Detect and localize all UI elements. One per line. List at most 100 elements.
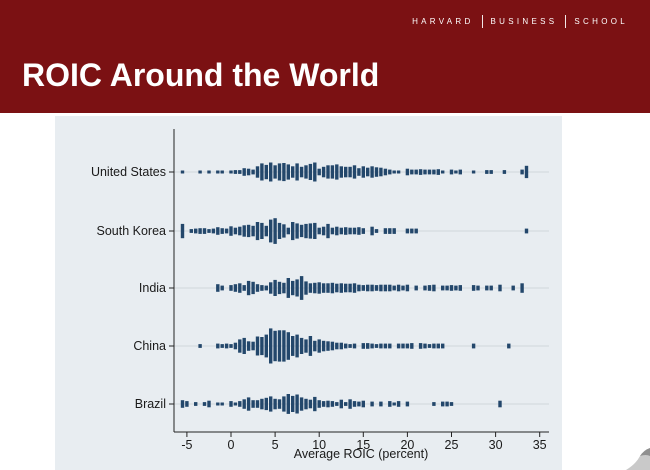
histogram-bar: [423, 285, 427, 291]
histogram-bar: [220, 402, 224, 406]
histogram-bar: [273, 165, 277, 179]
histogram-bar: [233, 284, 238, 292]
histogram-bar: [269, 396, 273, 412]
histogram-bar: [344, 166, 348, 178]
histogram-bar: [370, 284, 374, 292]
histogram-bar: [383, 284, 388, 292]
histogram-bar: [299, 224, 304, 238]
histogram-bar: [229, 226, 233, 236]
histogram-bar: [220, 228, 224, 234]
histogram-bar: [489, 285, 493, 291]
histogram-bar: [520, 169, 524, 175]
histogram-bar: [321, 283, 326, 293]
histogram-bar: [326, 400, 330, 408]
histogram-bar: [396, 170, 401, 174]
histogram-bar: [418, 169, 423, 175]
histogram-bar: [260, 285, 264, 291]
x-ticks: -5 0 5 10 15 20 25 30 35: [169, 171, 547, 452]
histogram-bar: [291, 395, 295, 412]
x-tick-label: 5: [272, 438, 279, 452]
histogram-bar: [269, 219, 273, 243]
histogram-bar: [392, 228, 396, 234]
histogram-bar: [207, 229, 211, 233]
histogram-bar: [405, 168, 410, 176]
histogram-bar: [273, 218, 277, 244]
histogram-bar: [317, 227, 321, 235]
histogram-bar: [313, 282, 317, 294]
histogram-bar: [524, 228, 529, 234]
histogram-bar: [291, 222, 295, 241]
histogram-bar: [388, 169, 392, 175]
histogram-bar: [238, 226, 242, 236]
histogram-bar: [352, 401, 357, 407]
histogram-bar: [180, 400, 185, 408]
histogram-bar: [229, 344, 233, 348]
page-curl-icon: [626, 448, 650, 470]
brand-word-2: BUSINESS: [490, 17, 558, 26]
histogram-bar: [489, 170, 493, 174]
histogram-bar: [269, 328, 273, 364]
histogram-bar: [286, 394, 290, 414]
histogram-bar: [255, 400, 260, 408]
histogram-bar: [242, 399, 246, 409]
histogram-bar: [238, 401, 242, 407]
histogram-bar: [277, 330, 282, 362]
histogram-bar: [304, 398, 308, 410]
histogram-bar: [445, 285, 449, 291]
histogram-bar: [357, 284, 361, 292]
histogram-bar: [392, 402, 396, 406]
histogram-bar: [511, 285, 515, 291]
histogram-bar: [326, 165, 330, 179]
histogram-bar: [260, 163, 264, 181]
category-label: South Korea: [97, 224, 167, 238]
histogram-bar: [401, 285, 405, 291]
x-tick-label: 35: [533, 438, 547, 452]
histogram-bar: [198, 228, 202, 234]
histogram-bar: [330, 165, 335, 179]
school-wordmark: HARVARD BUSINESS SCHOOL: [412, 15, 628, 28]
histogram-bar: [202, 228, 207, 234]
histogram-bar: [304, 165, 308, 179]
brand-divider: [481, 15, 483, 28]
histogram-bar: [291, 336, 295, 356]
histogram-bar: [383, 168, 388, 176]
histogram-bar: [344, 343, 348, 349]
histogram-bar: [202, 402, 207, 406]
histogram-bar: [370, 401, 374, 407]
histogram-bar: [396, 401, 401, 407]
histogram-bar: [313, 340, 317, 352]
histogram-bar: [405, 401, 410, 407]
histogram-bar: [418, 343, 423, 349]
histogram-bar: [180, 170, 185, 174]
histogram-bar: [317, 282, 321, 294]
histogram-bar: [220, 285, 224, 291]
histogram-bar: [441, 170, 445, 174]
brand-word-1: HARVARD: [412, 17, 474, 26]
histogram-bar: [520, 283, 524, 293]
x-tick-label: 30: [489, 438, 503, 452]
histogram-bar: [242, 225, 246, 237]
histogram-bar: [485, 170, 489, 174]
histogram-bar: [207, 400, 211, 408]
histogram-bar: [330, 401, 335, 407]
histogram-bar: [180, 223, 185, 239]
histogram-bar: [471, 170, 476, 174]
histogram-bar: [401, 343, 405, 349]
histogram-bar: [308, 223, 313, 239]
histogram-bar: [427, 285, 432, 291]
histogram-bar: [502, 170, 507, 174]
category-labels: United States South Korea India China Brazil: [91, 165, 166, 411]
histogram-bar: [220, 170, 224, 174]
histogram-bar: [277, 281, 282, 295]
histogram-bar: [255, 336, 260, 356]
histogram-bar: [454, 285, 458, 291]
category-label: India: [139, 281, 166, 295]
histogram-bar: [370, 226, 374, 236]
histogram-bar: [498, 284, 502, 292]
histogram-bar: [246, 224, 251, 238]
histogram-bar: [299, 397, 304, 411]
histogram-bar: [282, 396, 286, 412]
histogram-bar: [352, 283, 357, 293]
histogram-bar: [246, 280, 251, 296]
